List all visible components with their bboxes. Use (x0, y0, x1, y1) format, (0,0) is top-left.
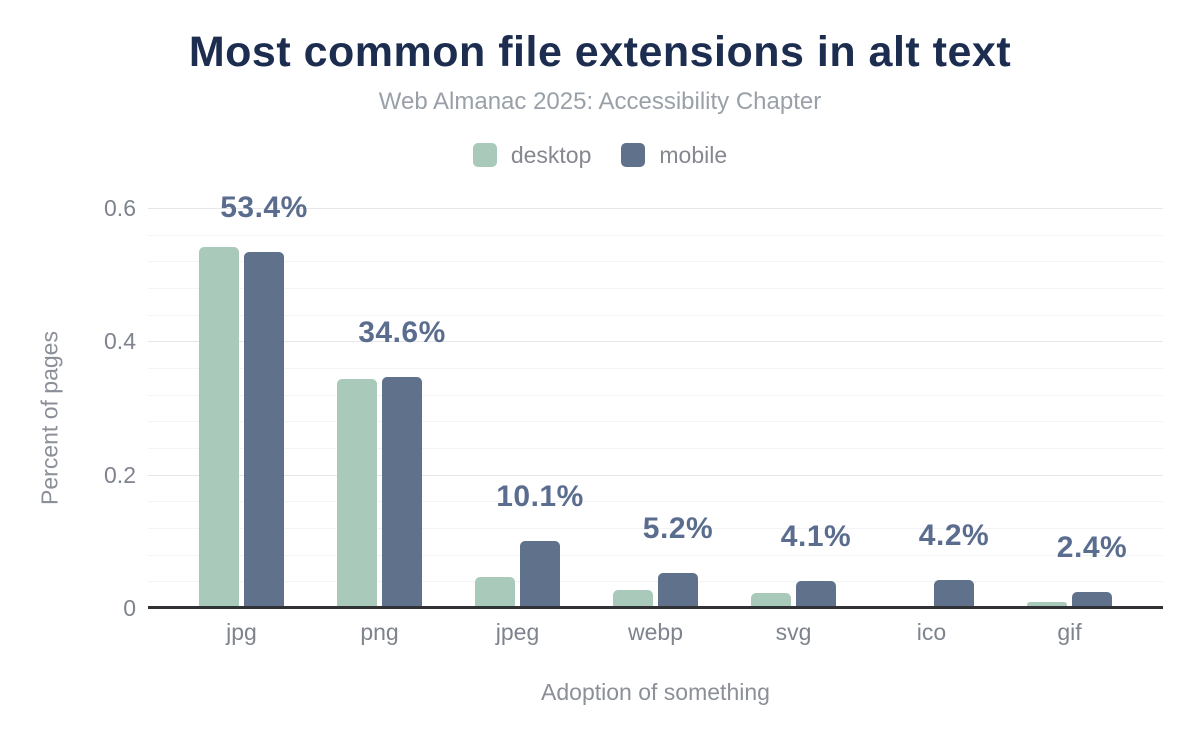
minor-gridline (148, 314, 1163, 316)
bar-mobile-ico (934, 580, 974, 608)
data-label-ico: 4.2% (918, 519, 990, 552)
minor-gridline (148, 394, 1163, 396)
bar-desktop-gif (1027, 602, 1067, 608)
y-tick-label-0.6: 0.6 (104, 195, 136, 221)
minor-gridline (148, 421, 1163, 423)
x-tick-label-svg: svg (775, 619, 812, 645)
x-tick-label-png: png (360, 619, 399, 645)
page-title: Most common file extensions in alt text (188, 28, 1012, 76)
bar-mobile-webp (658, 573, 698, 608)
legend-item-mobile[interactable]: mobile (621, 142, 727, 169)
legend-item-desktop[interactable]: desktop (472, 141, 592, 169)
data-label-jpeg: 10.1% (496, 480, 584, 513)
x-axis-title: Adoption of something (541, 679, 770, 705)
legend-label-desktop: desktop (510, 141, 592, 168)
bar-desktop-png (337, 379, 377, 608)
bar-desktop-jpeg (475, 577, 515, 608)
y-tick-label-0.4: 0.4 (104, 328, 136, 355)
bar-mobile-gif (1072, 592, 1112, 608)
minor-gridline (148, 501, 1163, 503)
minor-gridline (148, 261, 1163, 263)
y-tick-label-0.2: 0.2 (104, 461, 136, 488)
major-gridline (148, 474, 1163, 476)
data-label-jpg: 53.4% (220, 191, 308, 224)
bar-mobile-jpg (244, 252, 284, 608)
minor-gridline (148, 554, 1163, 556)
bar-desktop-svg (751, 593, 791, 608)
x-tick-label-webp: webp (628, 619, 683, 645)
major-gridline (148, 341, 1163, 343)
x-axis-line (148, 606, 1163, 609)
minor-gridline (148, 288, 1163, 289)
data-label-png: 34.6% (358, 316, 446, 349)
data-label-svg: 4.1% (780, 520, 852, 553)
bar-mobile-jpeg (520, 541, 560, 608)
data-label-gif: 2.4% (1056, 531, 1128, 564)
data-label-webp: 5.2% (642, 512, 714, 545)
x-tick-label-gif: gif (1057, 619, 1082, 645)
legend-label-mobile: mobile (659, 141, 728, 168)
bar-desktop-jpg (199, 247, 239, 608)
x-tick-label-ico: ico (916, 619, 947, 645)
minor-gridline (148, 368, 1163, 369)
major-gridline (148, 208, 1163, 209)
minor-gridline (148, 448, 1163, 449)
legend-swatch-desktop (472, 143, 497, 167)
minor-gridline (148, 581, 1163, 583)
legend: desktop mobile (0, 141, 1200, 169)
minor-gridline (148, 234, 1163, 236)
y-tick-label-0: 0 (123, 595, 136, 621)
minor-gridline (148, 528, 1163, 529)
bar-mobile-svg (796, 581, 836, 608)
x-tick-label-jpg: jpg (226, 619, 257, 645)
legend-swatch-mobile (621, 143, 646, 167)
x-tick-label-jpeg: jpeg (495, 619, 540, 645)
bar-desktop-webp (613, 590, 653, 608)
bar-mobile-png (382, 377, 422, 608)
chart-subtitle: Web Almanac 2025: Accessibility Chapter (378, 88, 822, 115)
